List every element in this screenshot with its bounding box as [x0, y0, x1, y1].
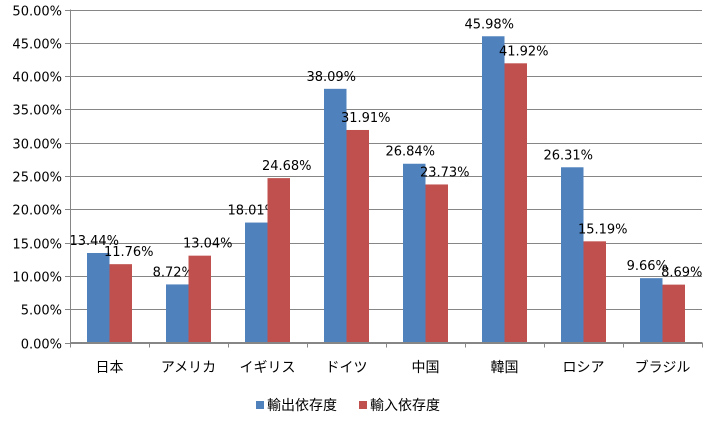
bar-export [245, 222, 268, 343]
data-label: 24.68% [262, 159, 312, 174]
bar-export [87, 252, 110, 343]
bar-import [109, 264, 132, 343]
data-label: 11.76% [104, 245, 154, 260]
bar-export [403, 163, 426, 343]
bar-import [504, 63, 527, 343]
bar-import [425, 184, 448, 343]
bar-import [267, 178, 290, 343]
x-tick-label: 中国 [412, 360, 440, 376]
y-tick-label: 15.00% [12, 238, 62, 253]
bar-export [561, 167, 584, 343]
x-tick-label: イギリス [240, 360, 296, 376]
data-label: 8.69% [661, 266, 702, 281]
bar-export [324, 88, 347, 343]
bar-export [640, 278, 663, 343]
y-tick-label: 5.00% [21, 304, 62, 319]
x-tick-label: 韓国 [491, 360, 519, 376]
x-tick-label: 日本 [96, 360, 124, 376]
y-tick-label: 45.00% [12, 38, 62, 53]
legend-label: 輸入依存度 [370, 398, 440, 414]
legend-label: 輸出依存度 [267, 398, 337, 414]
data-label: 45.98% [464, 17, 514, 32]
y-tick-label: 0.00% [21, 338, 62, 353]
data-label: 8.72% [153, 265, 194, 280]
x-tick-label: ドイツ [326, 360, 368, 376]
data-label: 26.84% [385, 145, 435, 160]
data-label: 18.01% [227, 204, 277, 219]
data-label: 31.91% [341, 111, 391, 126]
data-label: 23.73% [420, 165, 470, 180]
y-tick-label: 35.00% [12, 104, 62, 119]
x-tick-label: ブラジル [635, 359, 691, 376]
y-tick-label: 40.00% [12, 71, 62, 86]
data-label: 26.31% [543, 148, 593, 163]
legend-swatch [256, 401, 264, 409]
y-tick-label: 30.00% [12, 138, 62, 153]
y-tick-label: 25.00% [12, 171, 62, 186]
data-label: 38.09% [306, 70, 356, 85]
y-tick-label: 10.00% [12, 271, 62, 286]
bar-export [482, 36, 505, 343]
data-label: 9.66% [627, 259, 668, 274]
y-tick-label: 50.00% [12, 5, 62, 20]
data-label: 13.04% [183, 237, 233, 252]
bar-export [166, 284, 189, 343]
bar-import [188, 255, 211, 343]
x-tick-label: アメリカ [161, 360, 216, 376]
bar-import [583, 241, 606, 343]
data-label: 13.44% [69, 234, 119, 249]
bar-import [346, 129, 369, 343]
legend-swatch [359, 401, 367, 409]
y-tick-label: 20.00% [12, 204, 62, 219]
bar-import [662, 284, 685, 343]
data-label: 15.19% [578, 222, 628, 237]
data-label: 41.92% [499, 44, 549, 59]
x-tick-label: ロシア [563, 360, 605, 376]
